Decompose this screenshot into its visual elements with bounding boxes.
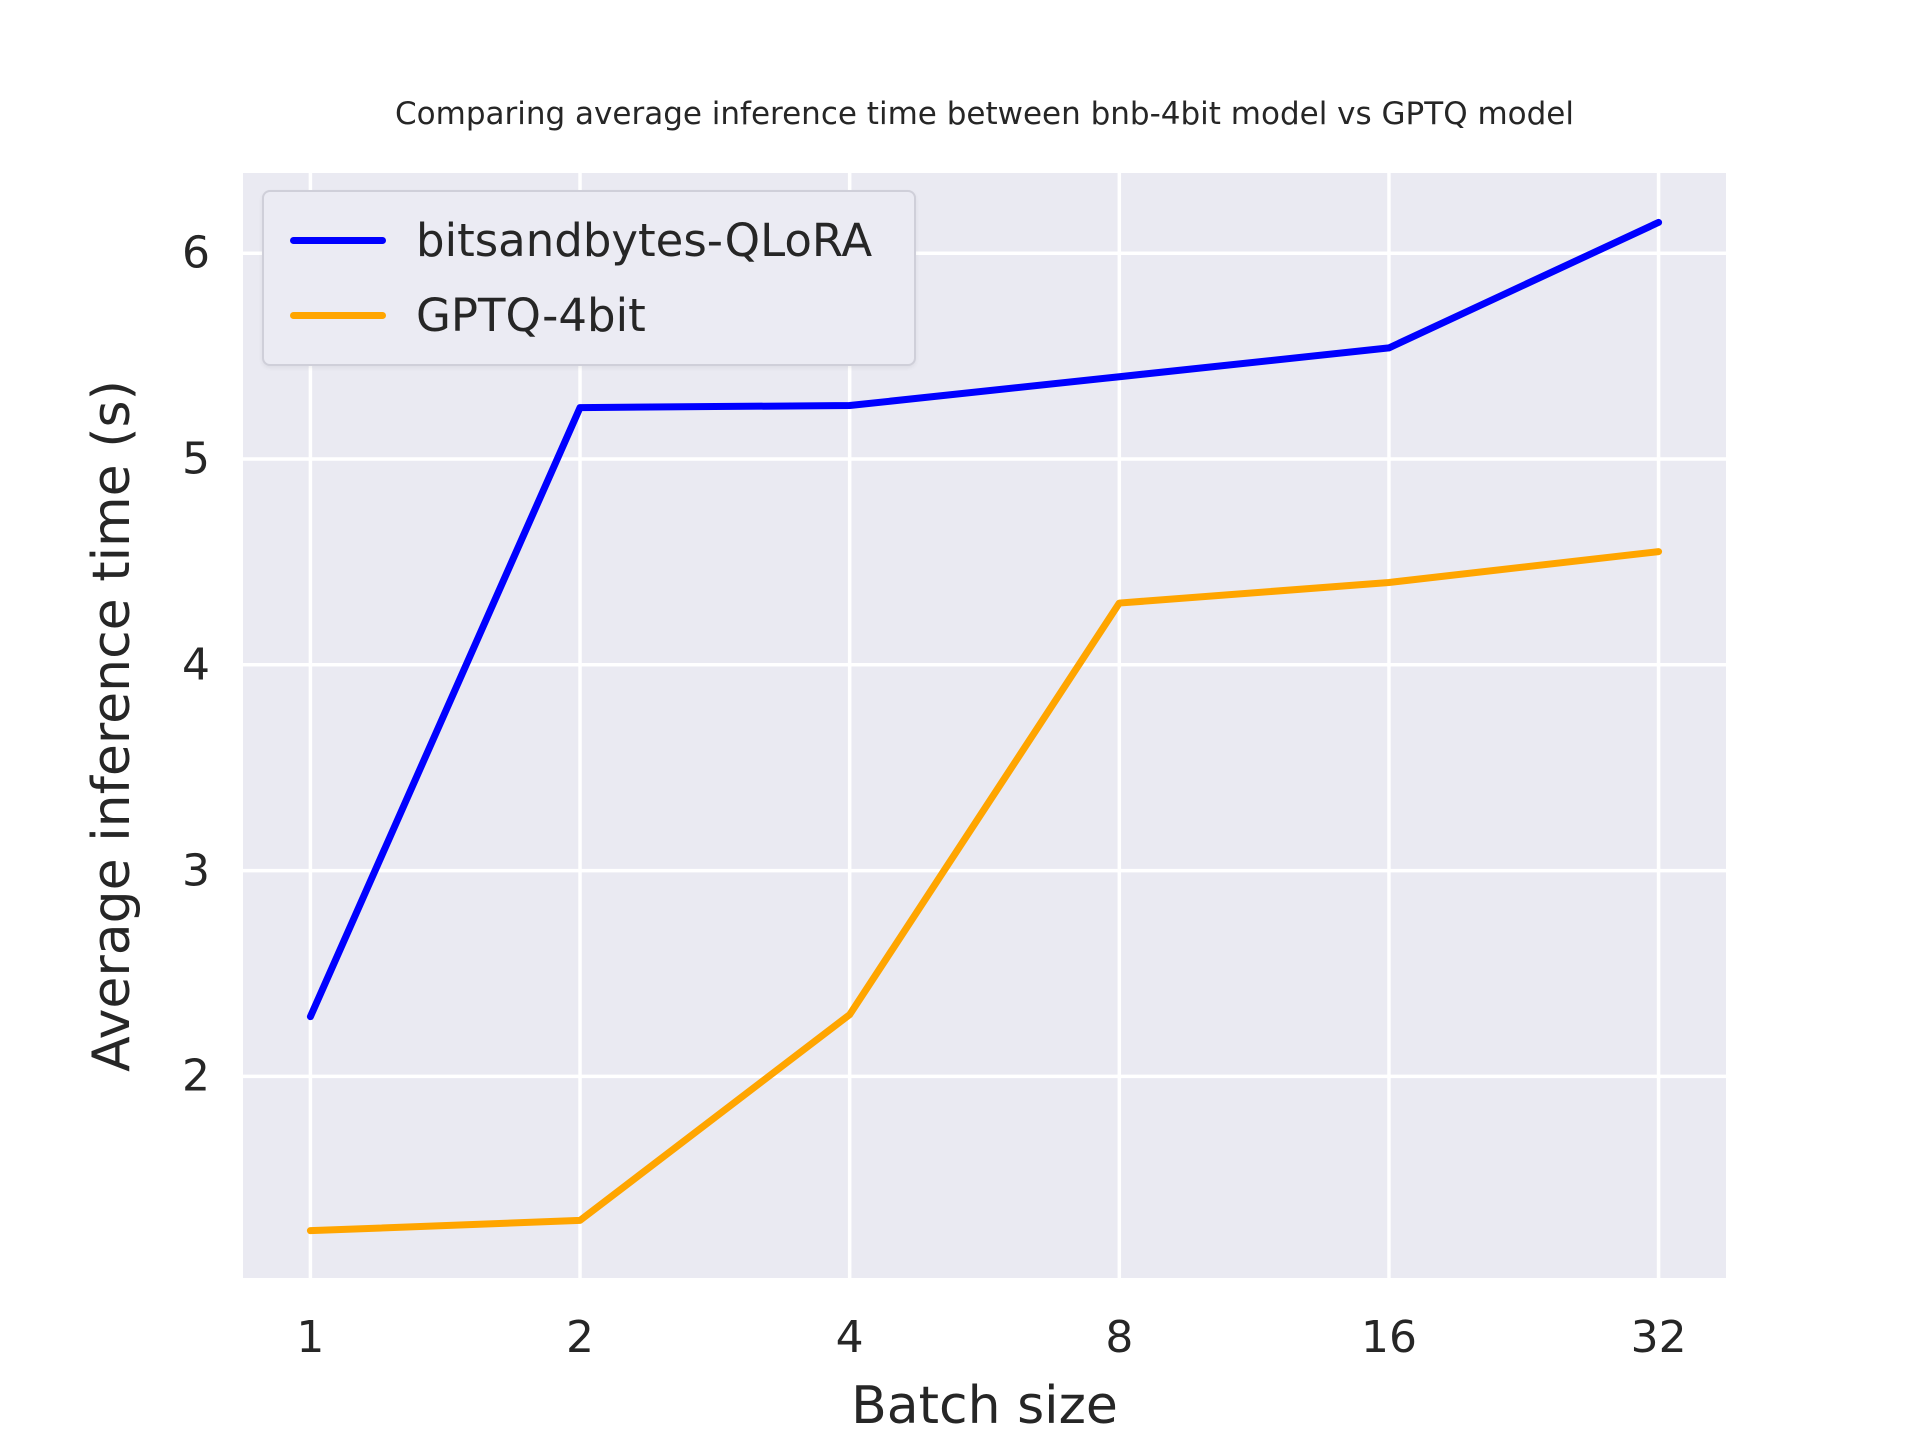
- legend-label: GPTQ-4bit: [416, 289, 646, 342]
- x-tick-label: 32: [1630, 1312, 1687, 1363]
- legend-swatch-gptq: [290, 312, 386, 319]
- x-tick-label: 8: [1105, 1312, 1134, 1363]
- series-line: [306, 548, 1663, 1235]
- legend: bitsandbytes-QLoRA GPTQ-4bit: [262, 190, 917, 366]
- y-tick-label: 6: [182, 227, 210, 279]
- y-axis-label: Average inference time (s): [82, 380, 142, 1072]
- chart-title: Comparing average inference time between…: [395, 96, 1574, 132]
- x-tick-label: 16: [1360, 1312, 1417, 1363]
- series-line: [306, 218, 1663, 1021]
- legend-item: GPTQ-4bit: [290, 289, 872, 342]
- legend-swatch-bitsandbytes: [290, 237, 386, 244]
- y-tick-label: 4: [182, 639, 210, 691]
- y-tick-label: 3: [182, 845, 210, 897]
- x-tick-label: 1: [296, 1312, 325, 1363]
- x-tick-label: 4: [835, 1312, 864, 1363]
- x-axis-label: Batch size: [851, 1376, 1118, 1436]
- x-tick-label: 2: [566, 1312, 595, 1363]
- y-tick-label: 2: [182, 1050, 210, 1102]
- y-tick-label: 5: [182, 433, 210, 485]
- legend-label: bitsandbytes-QLoRA: [416, 214, 873, 267]
- legend-item: bitsandbytes-QLoRA: [290, 214, 872, 267]
